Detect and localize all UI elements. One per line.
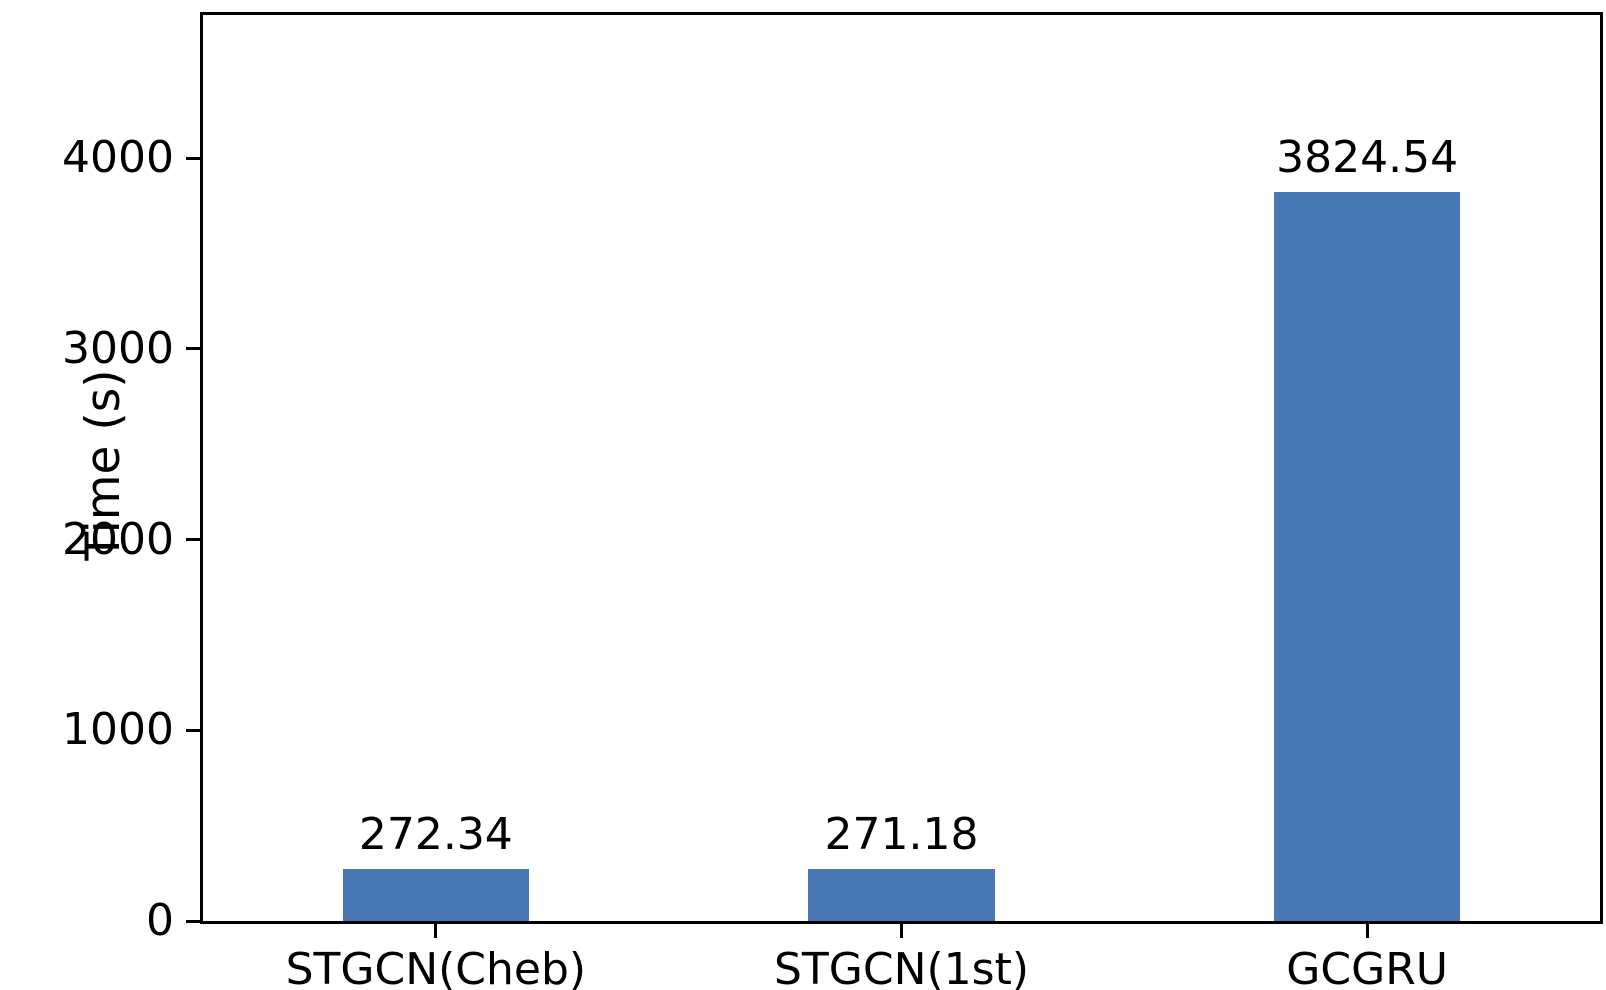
bar-GCGRU xyxy=(1274,191,1461,921)
y-axis-tick xyxy=(186,919,200,923)
y-axis-tick xyxy=(186,347,200,351)
y-axis-tick xyxy=(186,728,200,732)
plot-area: 272.34 271.18 3824.54 xyxy=(200,12,1603,924)
y-axis-tick-label: 0 xyxy=(146,895,174,946)
y-axis-tick-label: 4000 xyxy=(62,132,174,184)
y-axis-tick xyxy=(186,538,200,542)
x-axis-tick-label: STGCN(1st) xyxy=(773,944,1030,990)
x-axis-tick-label: STGCN(Cheb) xyxy=(285,944,587,990)
y-axis-tick-label: 2000 xyxy=(62,513,174,565)
bar-value-label: 271.18 xyxy=(824,809,979,861)
x-axis-tick xyxy=(434,924,438,938)
bar-STGCN(1st) xyxy=(808,869,995,921)
y-axis-tick xyxy=(186,156,200,160)
bar-value-label: 272.34 xyxy=(358,809,513,861)
y-axis-tick-label: 3000 xyxy=(62,322,174,374)
x-axis-tick xyxy=(900,924,903,938)
x-axis-tick xyxy=(1365,924,1369,938)
x-axis-tick-label: GCGRU xyxy=(1286,944,1449,990)
bar-value-label: 3824.54 xyxy=(1276,131,1459,183)
bar-STGCN(Cheb) xyxy=(342,869,529,921)
y-axis-tick-label: 1000 xyxy=(62,704,174,756)
